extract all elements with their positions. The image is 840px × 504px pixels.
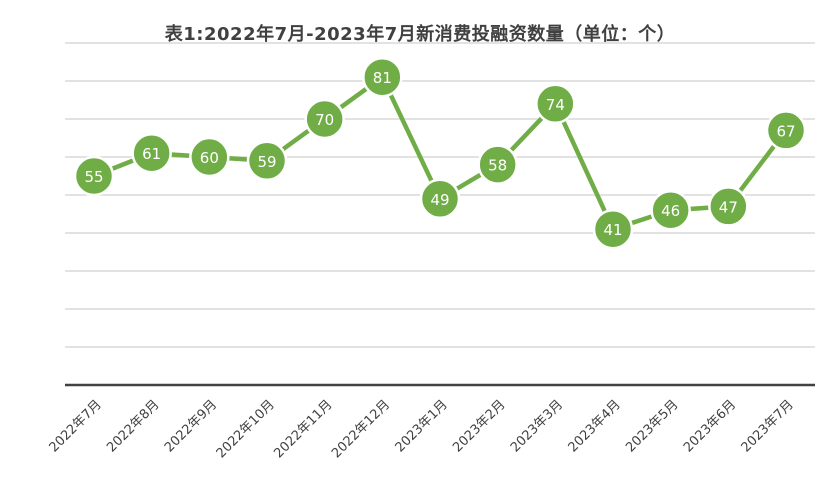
data-point-marker <box>535 83 576 125</box>
data-label: 70 <box>315 111 334 129</box>
x-tick-label: 2022年12月 <box>329 397 393 461</box>
data-point-marker <box>650 189 691 231</box>
data-point: 58 <box>477 144 518 185</box>
data-label: 59 <box>257 153 276 171</box>
data-point-marker <box>419 178 461 220</box>
x-tick-label: 2023年6月 <box>681 397 739 455</box>
data-point-marker <box>708 186 749 227</box>
data-point: 67 <box>765 110 807 151</box>
data-label: 41 <box>603 221 622 239</box>
x-tick-label: 2023年1月 <box>393 397 451 455</box>
x-tick-label: 2023年7月 <box>739 397 797 455</box>
data-label: 49 <box>430 191 449 209</box>
data-label: 81 <box>373 69 392 87</box>
data-point: 47 <box>708 186 749 227</box>
data-label: 46 <box>661 202 680 220</box>
data-point: 60 <box>189 136 230 178</box>
x-tick-label: 2023年4月 <box>566 397 624 455</box>
data-point: 81 <box>362 56 403 98</box>
data-point-marker <box>477 144 518 185</box>
data-point-marker <box>131 132 172 174</box>
data-point: 59 <box>246 140 288 182</box>
chart-title: 表1:2022年7月-2023年7月新消费投融资数量（单位：个） <box>164 24 676 45</box>
data-point-marker <box>765 110 807 151</box>
data-point: 41 <box>592 208 634 250</box>
data-label: 74 <box>546 96 565 114</box>
data-points: 55 61 60 59 70 81 49 58 74 41 46 47 67 <box>73 56 807 250</box>
x-tick-label: 2023年3月 <box>508 397 566 455</box>
data-point-marker <box>304 98 345 140</box>
x-tick-labels: 2022年7月 2022年8月 2022年9月2022年10月2022年11月202… <box>47 397 797 461</box>
data-point-marker <box>189 136 230 178</box>
data-label: 47 <box>719 198 738 216</box>
x-tick-label: 2022年8月 <box>104 397 162 455</box>
data-point: 70 <box>304 98 345 140</box>
data-point: 49 <box>419 178 461 220</box>
data-point: 55 <box>73 155 115 197</box>
x-tick-label: 2022年9月 <box>162 397 220 455</box>
x-tick-label: 2023年5月 <box>623 397 681 455</box>
data-point-marker <box>592 208 634 250</box>
data-point: 46 <box>650 189 691 231</box>
data-point-marker <box>246 140 288 182</box>
data-label: 67 <box>776 122 795 140</box>
data-point-marker <box>73 155 115 197</box>
data-label: 55 <box>84 168 103 186</box>
x-tick-label: 2022年10月 <box>214 397 278 461</box>
data-point: 61 <box>131 132 172 174</box>
x-tick-label: 2022年7月 <box>47 397 105 455</box>
data-point: 74 <box>535 83 576 125</box>
x-tick-label: 2023年2月 <box>450 397 508 455</box>
data-label: 58 <box>488 157 507 175</box>
data-label: 60 <box>200 149 219 167</box>
data-point-marker <box>362 56 403 98</box>
x-tick-label: 2022年11月 <box>271 397 335 461</box>
data-label: 61 <box>142 145 161 163</box>
